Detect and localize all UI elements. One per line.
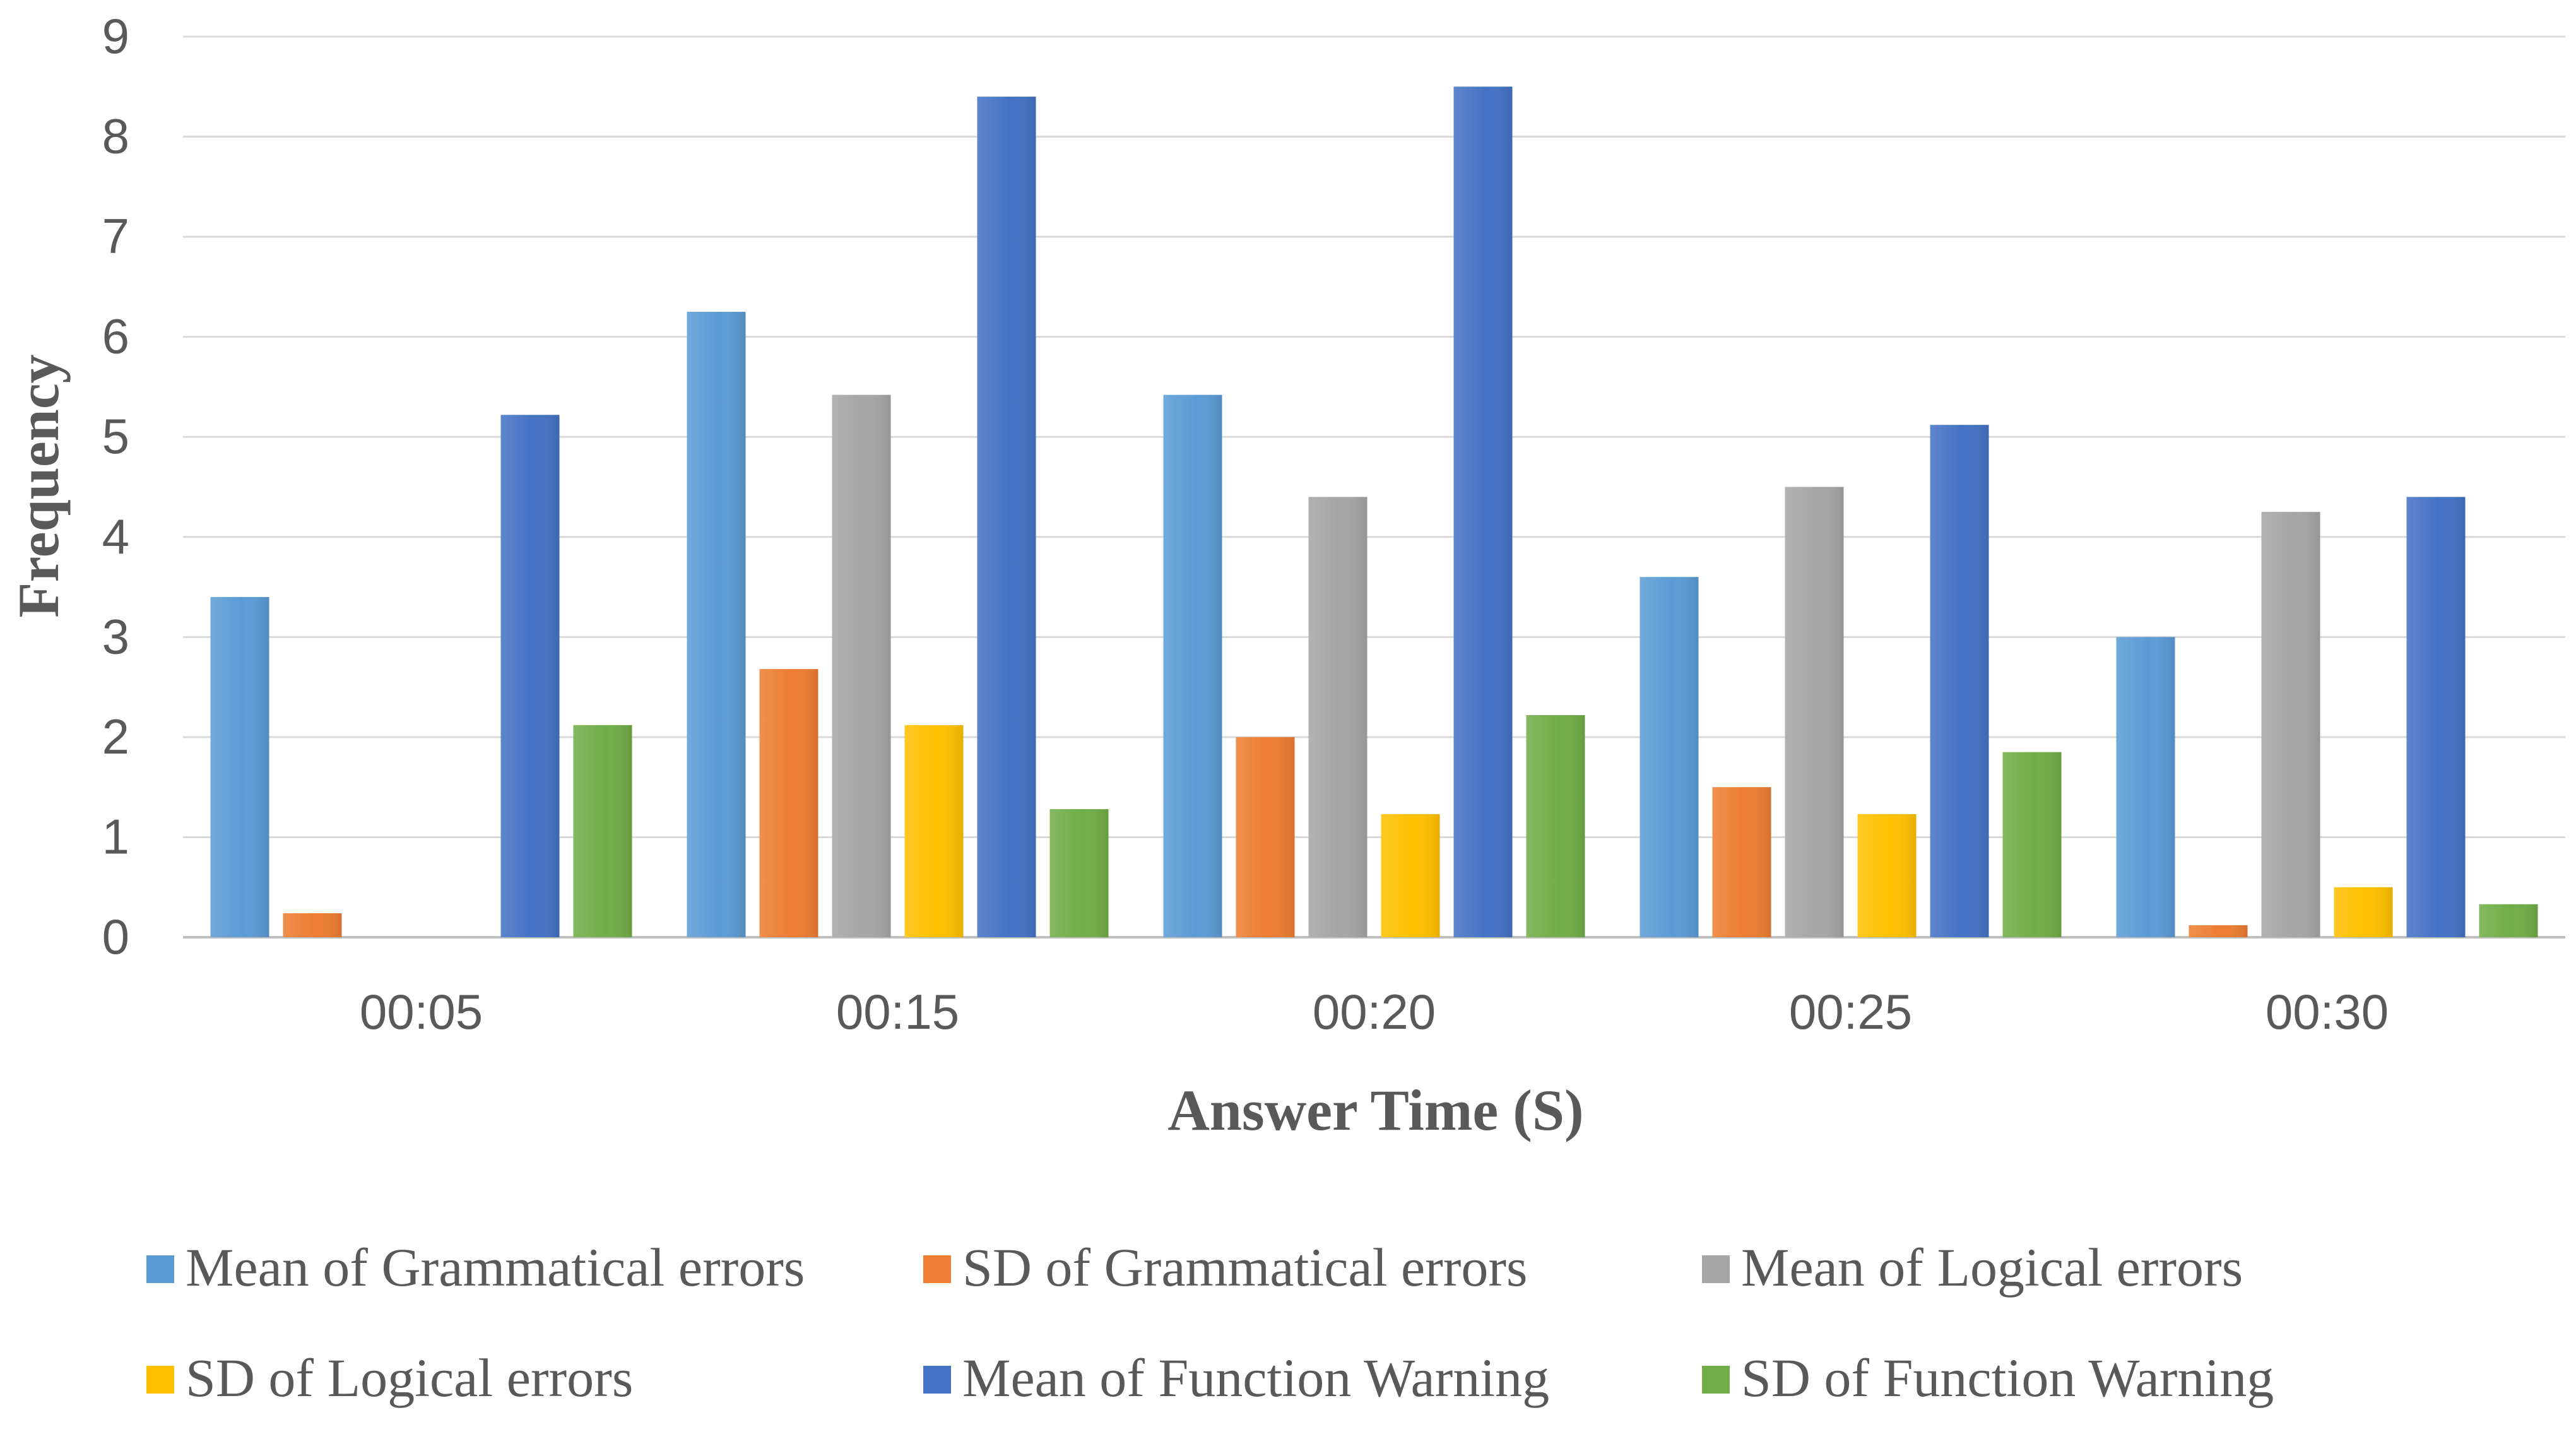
- x-tick-label: 00:05: [360, 984, 483, 1039]
- y-tick-label: 1: [102, 808, 129, 864]
- bar-shading: [2002, 752, 2062, 937]
- bar-shading: [2189, 925, 2248, 937]
- bar-shading: [1857, 814, 1917, 937]
- bar-shading: [1381, 814, 1440, 937]
- legend-label: Mean of Function Warning: [962, 1347, 1549, 1408]
- legend-label: SD of Function Warning: [1741, 1347, 2274, 1408]
- bar-shading: [687, 312, 746, 937]
- bar-shading: [1163, 394, 1222, 937]
- y-tick-label: 0: [102, 909, 129, 964]
- bar-shading: [283, 913, 342, 937]
- bar-shading: [759, 669, 818, 937]
- y-axis-ticks: 0 1 2 3 4 5 6 7 8 9: [102, 8, 129, 964]
- bar-shading: [1308, 497, 1368, 937]
- y-tick-label: 6: [102, 309, 129, 364]
- legend-swatch: [923, 1366, 951, 1394]
- bar-shading: [1712, 787, 1771, 937]
- legend-swatch: [146, 1255, 174, 1283]
- x-tick-label: 00:25: [1789, 984, 1912, 1039]
- y-tick-label: 8: [102, 109, 129, 164]
- bar-shading: [2406, 497, 2466, 937]
- y-axis-title: Frequency: [6, 354, 71, 617]
- bar-shading: [2479, 904, 2538, 937]
- x-axis-ticks: 00:05 00:15 00:20 00:25 00:30: [360, 984, 2389, 1039]
- bar-shading: [2116, 637, 2175, 937]
- bars: [210, 86, 2538, 938]
- bar-shading: [573, 725, 632, 937]
- bar-shading: [977, 97, 1036, 938]
- legend-swatch: [146, 1366, 174, 1394]
- x-tick-label: 00:20: [1313, 984, 1436, 1039]
- legend-label: SD of Logical errors: [186, 1347, 633, 1408]
- legend-swatch: [1702, 1366, 1730, 1394]
- legend-label: SD of Grammatical errors: [962, 1237, 1528, 1298]
- y-tick-label: 5: [102, 408, 129, 464]
- y-tick-label: 7: [102, 208, 129, 264]
- x-tick-label: 00:30: [2266, 984, 2389, 1039]
- legend-swatch: [1702, 1255, 1730, 1283]
- legend-label: Mean of Grammatical errors: [186, 1237, 805, 1298]
- bar-shading: [832, 394, 891, 937]
- legend-swatch: [923, 1255, 951, 1283]
- x-tick-label: 00:15: [836, 984, 959, 1039]
- bar-shading: [1640, 577, 1699, 937]
- bar-shading: [2261, 512, 2320, 937]
- bar-shading: [1236, 737, 1295, 937]
- bar-shading: [1930, 425, 1989, 937]
- bar-shading: [1526, 715, 1585, 937]
- bar-shading: [1049, 809, 1109, 937]
- y-tick-label: 3: [102, 608, 129, 664]
- bar-shading: [210, 596, 269, 937]
- y-tick-label: 4: [102, 509, 129, 564]
- y-tick-label: 2: [102, 709, 129, 764]
- bar-shading: [1453, 86, 1513, 937]
- bar-shading: [904, 725, 964, 937]
- bar-shading: [2334, 887, 2393, 937]
- y-tick-label: 9: [102, 8, 129, 64]
- legend: Mean of Grammatical errors SD of Grammati…: [146, 1237, 2274, 1408]
- legend-label: Mean of Logical errors: [1741, 1237, 2243, 1298]
- bar-shading: [500, 415, 560, 937]
- bar-shading: [1785, 487, 1844, 937]
- x-axis-title: Answer Time (S): [1167, 1078, 1583, 1142]
